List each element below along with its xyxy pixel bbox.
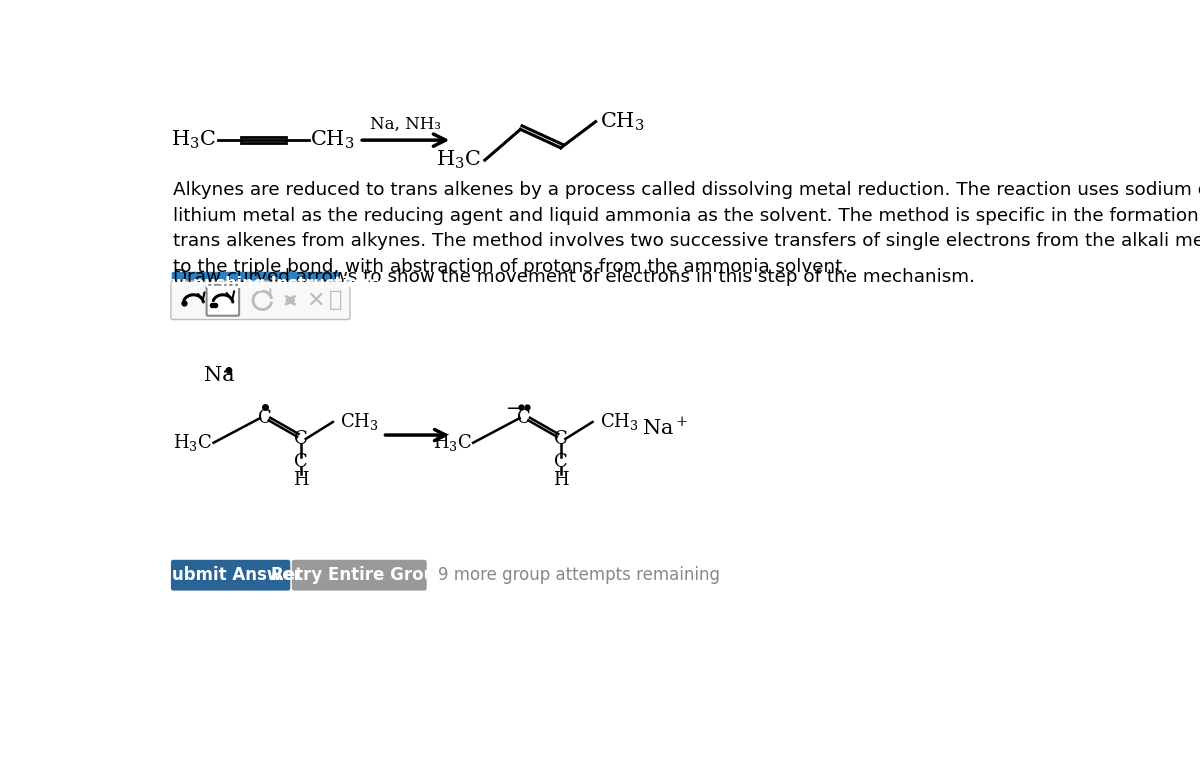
Text: $\mathregular{CH_3}$: $\mathregular{CH_3}$ xyxy=(600,111,644,132)
Text: Submit Answer: Submit Answer xyxy=(160,566,301,584)
Text: C: C xyxy=(294,430,308,448)
Text: $\mathregular{CH_3}$: $\mathregular{CH_3}$ xyxy=(311,129,355,151)
FancyBboxPatch shape xyxy=(170,560,290,591)
Text: $\mathregular{CH_3}$: $\mathregular{CH_3}$ xyxy=(340,411,379,433)
Text: •: • xyxy=(221,361,235,386)
Text: $\mathregular{H_3C}$: $\mathregular{H_3C}$ xyxy=(432,432,472,454)
Text: $\mathregular{H_3C}$: $\mathregular{H_3C}$ xyxy=(170,129,216,151)
FancyBboxPatch shape xyxy=(170,281,350,320)
Text: ✕: ✕ xyxy=(306,290,324,310)
Text: Na$\mathregular{^+}$: Na$\mathregular{^+}$ xyxy=(642,417,689,438)
Text: Alkynes are reduced to trans alkenes by a process called dissolving metal reduct: Alkynes are reduced to trans alkenes by … xyxy=(173,181,1200,276)
Text: $\mathregular{H_3C}$: $\mathregular{H_3C}$ xyxy=(173,432,212,454)
Text: C: C xyxy=(258,409,271,427)
Text: $\mathregular{H_3C}$: $\mathregular{H_3C}$ xyxy=(436,149,481,171)
Text: Arrow-pushing Instructions: Arrow-pushing Instructions xyxy=(132,276,379,291)
Text: Retry Entire Group: Retry Entire Group xyxy=(271,566,448,584)
FancyBboxPatch shape xyxy=(206,285,239,316)
Text: Na, NH₃: Na, NH₃ xyxy=(371,116,442,133)
Text: H: H xyxy=(293,470,308,489)
Text: 9 more group attempts remaining: 9 more group attempts remaining xyxy=(438,566,720,584)
FancyBboxPatch shape xyxy=(292,560,427,591)
Text: 🗑: 🗑 xyxy=(329,290,343,310)
Text: −: − xyxy=(505,400,521,418)
Text: $\mathregular{CH_3}$: $\mathregular{CH_3}$ xyxy=(600,411,638,433)
Text: Draw curved arrows to show the movement of electrons in this step of the mechani: Draw curved arrows to show the movement … xyxy=(173,268,976,286)
Text: Na: Na xyxy=(204,367,235,385)
Text: C: C xyxy=(554,453,568,471)
Text: C: C xyxy=(294,453,308,471)
Text: C: C xyxy=(517,409,532,427)
FancyBboxPatch shape xyxy=(172,272,340,295)
Text: C: C xyxy=(554,430,568,448)
Text: H: H xyxy=(553,470,569,489)
